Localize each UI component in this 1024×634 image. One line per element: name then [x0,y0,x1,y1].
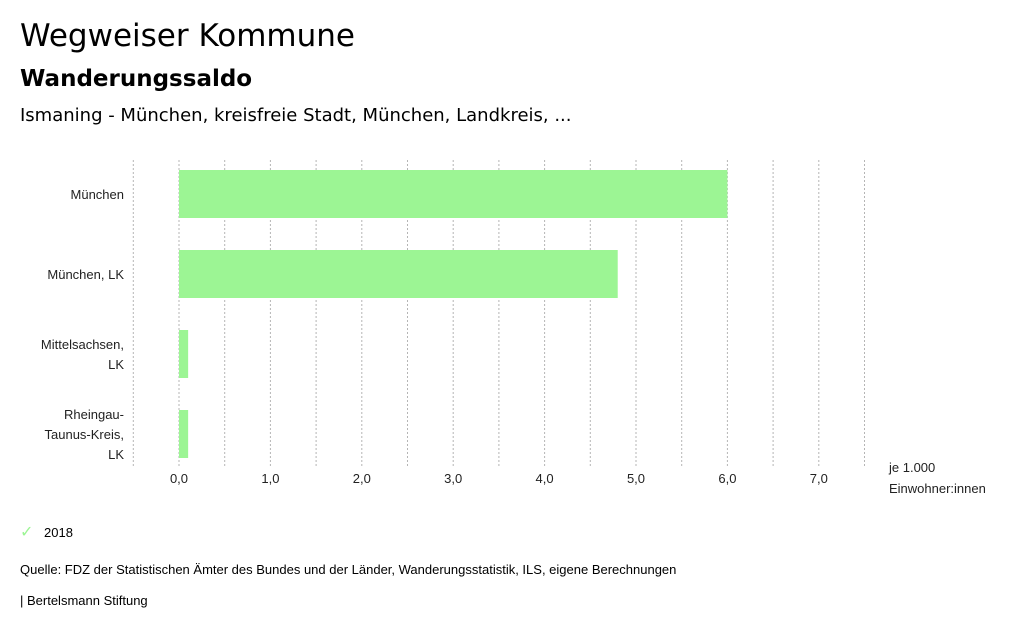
bars [179,170,728,458]
x-axis-unit-line-1: je 1.000 [888,460,935,475]
x-tick-label: 4,0 [536,471,554,486]
bar[interactable] [179,410,189,458]
category-labels: München München, LK Mittelsachsen, LK Rheing… [41,187,124,462]
x-tick-label: 1,0 [261,471,279,486]
x-tick-label: 0,0 [170,471,188,486]
category-label: LK [108,357,124,372]
x-tick-label: 3,0 [444,471,462,486]
check-icon: ✓ [20,524,34,541]
x-tick-label: 6,0 [718,471,736,486]
grid-lines [132,160,865,466]
bar[interactable] [179,330,189,378]
x-axis-unit-line-2: Einwohner:innen [889,481,986,496]
legend-label: 2018 [44,524,73,540]
bar[interactable] [179,170,728,218]
x-tick-labels: 0,0 1,0 2,0 3,0 4,0 5,0 6,0 7,0 [170,471,828,486]
category-label: LK [108,447,124,462]
category-label: München, LK [47,267,124,282]
x-tick-label: 5,0 [627,471,645,486]
chart-title: Wegweiser Kommune [20,18,355,54]
region-label: Ismaning - München, kreisfreie Stadt, Mü… [20,105,572,126]
category-label: Taunus-Kreis, [45,427,124,442]
category-label: Rheingau- [64,407,124,422]
x-tick-label: 7,0 [810,471,828,486]
publisher-note: | Bertelsmann Stiftung [20,593,148,608]
legend[interactable]: ✓ 2018 [20,522,73,542]
bar[interactable] [179,250,618,298]
source-note: Quelle: FDZ der Statistischen Ämter des … [20,562,677,577]
chart-subtitle: Wanderungssaldo [20,66,253,92]
category-label: Mittelsachsen, [41,337,124,352]
x-tick-label: 2,0 [353,471,371,486]
category-label: München [71,187,124,202]
